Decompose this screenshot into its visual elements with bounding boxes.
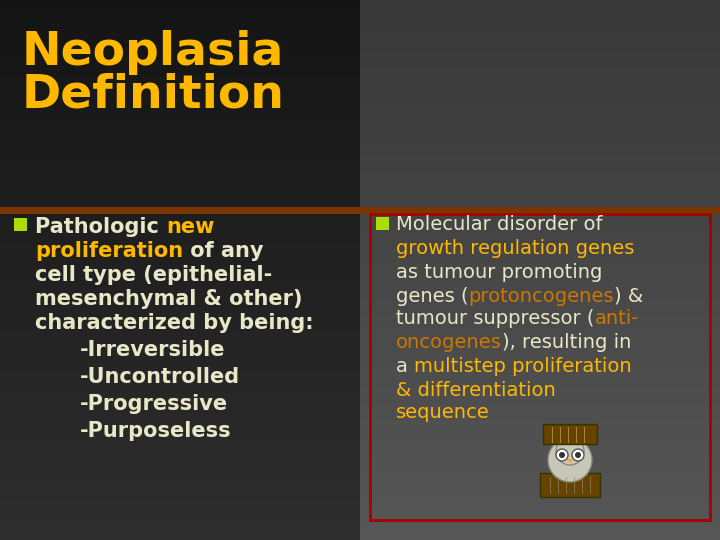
Polygon shape — [567, 459, 573, 463]
Text: Molecular disorder of: Molecular disorder of — [396, 215, 603, 234]
Text: oncogenes: oncogenes — [396, 334, 502, 353]
Text: characterized by being:: characterized by being: — [35, 313, 314, 333]
Text: mesenchymal & other): mesenchymal & other) — [35, 289, 302, 309]
Text: Neoplasia: Neoplasia — [22, 30, 284, 75]
Text: -Irreversible: -Irreversible — [80, 340, 225, 360]
Text: growth regulation genes: growth regulation genes — [396, 240, 634, 259]
Text: tumour suppressor (: tumour suppressor ( — [396, 309, 595, 328]
Circle shape — [559, 452, 565, 458]
Text: of any: of any — [183, 241, 264, 261]
Text: genes (: genes ( — [396, 287, 469, 306]
Text: sequence: sequence — [396, 403, 490, 422]
Text: multistep proliferation: multistep proliferation — [414, 356, 631, 375]
FancyBboxPatch shape — [540, 473, 600, 497]
Circle shape — [556, 437, 584, 465]
Text: -Uncontrolled: -Uncontrolled — [80, 367, 240, 387]
Circle shape — [572, 449, 584, 461]
Text: -Progressive: -Progressive — [80, 394, 228, 414]
FancyBboxPatch shape — [543, 424, 597, 444]
Text: cell type (epithelial-: cell type (epithelial- — [35, 265, 272, 285]
Bar — [0, 207, 720, 214]
Text: Pathologic: Pathologic — [35, 217, 166, 237]
Text: anti-: anti- — [595, 309, 639, 328]
Circle shape — [548, 438, 592, 482]
Circle shape — [556, 449, 568, 461]
Circle shape — [575, 452, 581, 458]
Text: -Purposeless: -Purposeless — [80, 421, 232, 441]
Bar — [14, 218, 27, 231]
Text: proliferation: proliferation — [35, 241, 183, 261]
Text: new: new — [166, 217, 215, 237]
Bar — [376, 217, 389, 230]
Text: Definition: Definition — [22, 72, 285, 117]
Text: ) &: ) & — [614, 287, 643, 306]
Text: a: a — [396, 356, 414, 375]
Text: as tumour promoting: as tumour promoting — [396, 262, 603, 281]
Text: ), resulting in: ), resulting in — [502, 334, 631, 353]
Text: protoncogenes: protoncogenes — [469, 287, 614, 306]
Text: & differentiation: & differentiation — [396, 381, 556, 400]
